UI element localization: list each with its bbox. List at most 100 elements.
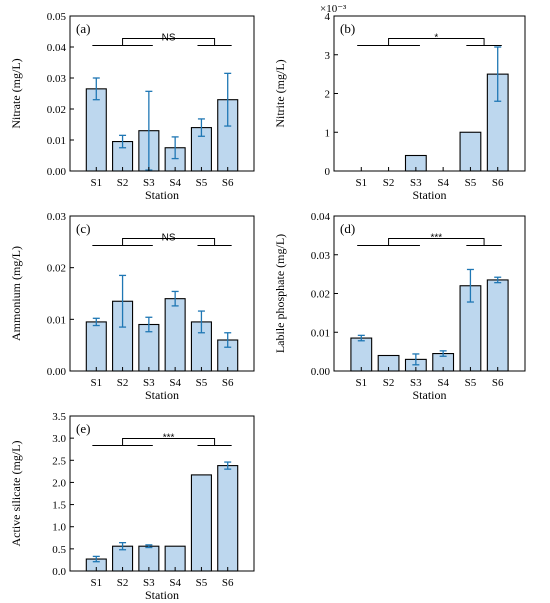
y-axis-exponent: ×10⁻³ — [320, 3, 347, 15]
bar-S5 — [459, 131, 482, 172]
axes-frame — [69, 215, 255, 372]
y-tick-label: 0.5 — [52, 544, 66, 556]
x-tick-label: S3 — [143, 177, 155, 189]
x-tick-label: S6 — [222, 177, 234, 189]
y-tick-label: 0.00 — [311, 366, 331, 378]
error-bar-S1 — [92, 77, 100, 101]
y-axis-label: Ammonium (mg/L) — [9, 246, 23, 341]
x-tick-label: S2 — [117, 577, 129, 589]
y-tick-label: 0.00 — [47, 166, 67, 178]
y-axis-label: Nitrate (mg/L) — [9, 58, 23, 128]
y-tick-label: 2.0 — [52, 477, 66, 489]
x-tick-label: S4 — [437, 377, 449, 389]
y-tick-label: 2 — [325, 89, 331, 101]
y-tick-label: 0.02 — [47, 104, 66, 116]
x-tick-label: S3 — [143, 377, 155, 389]
x-tick-label: S2 — [383, 377, 395, 389]
error-bar-S1 — [92, 555, 100, 563]
error-bar-S2 — [119, 134, 127, 149]
panel-label: (b) — [340, 21, 355, 36]
significance-bracket — [357, 237, 502, 246]
x-tick-label: S5 — [196, 177, 208, 189]
error-bar-S5 — [466, 268, 474, 303]
panel-label: (e) — [76, 421, 90, 436]
x-tick-label: S6 — [492, 377, 504, 389]
bracket-connector — [388, 237, 485, 246]
y-tick-label: 1.5 — [52, 500, 66, 512]
y-tick-label: 0.02 — [311, 289, 330, 301]
y-tick-label: 0.02 — [47, 263, 66, 275]
x-tick-label: S6 — [492, 177, 504, 189]
bracket-connector — [388, 37, 485, 46]
x-tick-label: S1 — [90, 377, 102, 389]
y-tick-label: 0.05 — [47, 11, 67, 23]
error-bar-S3 — [145, 544, 153, 549]
panel-d: 0.00 0.01 0.02 0.03 0.04 S1 S2 S3 S4 S5 S6 Station L… — [273, 211, 526, 402]
x-axis-label: Station — [145, 588, 179, 602]
error-bar-S1 — [357, 334, 365, 342]
y-tick-label: 0.04 — [311, 211, 331, 223]
significance-bracket — [92, 37, 232, 46]
y-tick-label: 0.0 — [52, 566, 66, 578]
x-tick-label: S5 — [465, 177, 477, 189]
panel-label: (d) — [340, 221, 355, 236]
x-tick-label: S4 — [169, 377, 181, 389]
x-tick-label: S2 — [117, 177, 129, 189]
error-bar-S1 — [92, 317, 100, 327]
y-tick-label: 3 — [325, 50, 331, 62]
x-tick-label: S4 — [169, 177, 181, 189]
error-bar-S5 — [197, 310, 205, 334]
bar-S1 — [85, 88, 107, 172]
y-tick-label: 3.0 — [52, 433, 66, 445]
x-tick-label: S4 — [437, 177, 449, 189]
panel-label: (c) — [76, 221, 90, 236]
x-tick-label: S1 — [90, 177, 102, 189]
x-tick-label: S3 — [143, 577, 155, 589]
x-tick-label: S3 — [410, 177, 422, 189]
y-tick-label: 0.04 — [47, 42, 67, 54]
x-axis-label: Station — [412, 188, 446, 202]
y-tick-label: 2.5 — [52, 455, 66, 467]
error-bar-S4 — [439, 350, 447, 357]
x-tick-label: S5 — [196, 577, 208, 589]
error-bar-S4 — [171, 136, 179, 160]
y-tick-label: 0.03 — [47, 211, 67, 223]
x-tick-label: S2 — [383, 177, 395, 189]
axes-frame — [69, 415, 255, 572]
y-tick-label: 0.00 — [47, 366, 67, 378]
bar-S6 — [486, 279, 509, 372]
y-axis-label: Labile phosphate (mg/L) — [273, 234, 287, 353]
x-tick-label: S2 — [117, 377, 129, 389]
error-bar-S3 — [145, 316, 153, 333]
bracket-connector — [122, 437, 216, 446]
error-bar-S2 — [119, 274, 127, 328]
error-bar-S6 — [224, 72, 232, 127]
error-bar-S2 — [119, 542, 127, 551]
bar-S1 — [350, 337, 373, 372]
y-tick-label: 0.03 — [47, 73, 67, 85]
panel-e: 0.0 0.5 1.0 1.5 2.0 2.5 3.0 3.5 S1 S2 S3 S4 S5 S6 Stat… — [9, 411, 255, 602]
axes-frame — [69, 15, 255, 172]
y-tick-label: 4 — [325, 11, 331, 23]
x-tick-label: S1 — [355, 377, 367, 389]
bar-S1 — [85, 321, 107, 372]
x-tick-label: S6 — [222, 577, 234, 589]
y-tick-label: 1.0 — [52, 522, 66, 534]
x-tick-label: S3 — [410, 377, 422, 389]
panel-c: 0.00 0.01 0.02 0.03 S1 S2 S3 S4 S5 S6 Station Ammon… — [9, 211, 255, 402]
y-tick-label: 0 — [325, 166, 331, 178]
y-axis-label: Nitrite (mg/L) — [273, 59, 287, 127]
y-tick-label: 3.5 — [52, 411, 66, 423]
x-tick-label: S5 — [465, 377, 477, 389]
x-tick-label: S6 — [222, 377, 234, 389]
significance-bracket — [92, 237, 232, 246]
y-axis-label: Active silicate (mg/L) — [9, 441, 23, 547]
error-bar-S6 — [224, 332, 232, 348]
significance-bracket — [92, 437, 232, 446]
bracket-connector — [122, 37, 216, 46]
significance-label: * — [434, 32, 438, 43]
y-tick-label: 0.01 — [311, 327, 330, 339]
bar-S6 — [217, 465, 239, 572]
panel-a: 0.00 0.01 0.02 0.03 0.04 0.05 S1 S2 S3 S4 S5 S6 Stat… — [9, 11, 255, 202]
